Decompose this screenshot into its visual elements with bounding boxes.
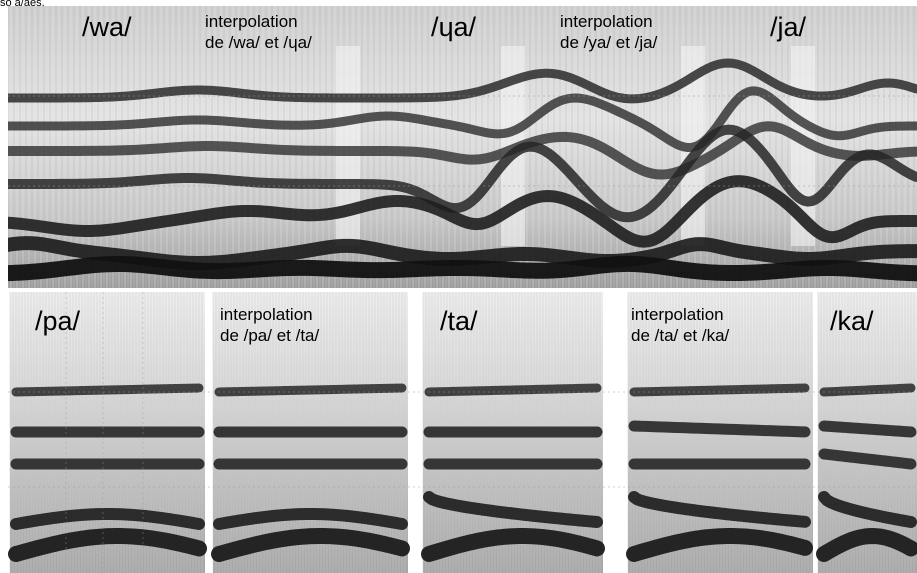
- label-ja: /ja/: [770, 12, 807, 42]
- formant-f4: [629, 383, 810, 397]
- bottom-spectrogram: [8, 292, 917, 573]
- formant-f3: [628, 420, 811, 438]
- formant-f4: [11, 383, 204, 397]
- syllable-ta: [421, 292, 605, 573]
- label-ua: /ɥa/: [431, 12, 477, 42]
- formant-f3b: [8, 121, 917, 180]
- syllable-pa: [8, 292, 207, 573]
- syllable-tka: [626, 292, 813, 573]
- formant-f1: [8, 527, 207, 562]
- syllable-pta: [211, 292, 410, 573]
- label-wa: /wa/: [82, 12, 132, 42]
- formant-f2: [8, 124, 917, 223]
- formant-f2-mid: [818, 448, 917, 470]
- label-ta: /ta/: [440, 306, 478, 336]
- label-interp-wa-ua: interpolation de /wa/ et /ɥa/: [205, 12, 312, 52]
- formant-f2: [213, 508, 408, 530]
- syllable-ka: [816, 292, 917, 573]
- formant-f1: [626, 527, 813, 562]
- label-interp-ya-ja: interpolation de /ya/ et /ja/: [560, 12, 658, 52]
- formant-f4: [424, 383, 602, 397]
- formant-f1: [816, 527, 917, 562]
- formant-f2b: [8, 175, 917, 248]
- formant-f4: [8, 58, 917, 104]
- formant-f3: [8, 86, 917, 153]
- formant-f2: [818, 491, 917, 528]
- formant-f3: [818, 420, 917, 438]
- formant-f1: [421, 527, 605, 562]
- formant-f1: [211, 527, 410, 562]
- header-fragment: so a/aes.: [0, 0, 45, 6]
- formant-f2: [10, 508, 205, 530]
- formant-f4: [214, 383, 407, 397]
- label-interp-pa-ta: interpolation de /pa/ et /ta/: [220, 305, 320, 345]
- label-ka: /ka/: [830, 306, 874, 336]
- top-spectrogram-panel: /wa/ interpolation de /wa/ et /ɥa/ /ɥa/ …: [8, 6, 917, 288]
- label-interp-ta-ka: interpolation de /ta/ et /ka/: [631, 305, 730, 345]
- formant-f2: [628, 491, 811, 528]
- top-spectrogram: [8, 6, 917, 288]
- formant-f4: [819, 383, 916, 397]
- label-pa: /pa/: [35, 306, 81, 336]
- bottom-spectrogram-panel: /pa/ interpolation de /pa/ et /ta/ /ta/ …: [8, 292, 917, 573]
- formant-f0: [8, 255, 917, 282]
- formant-f2: [423, 491, 603, 528]
